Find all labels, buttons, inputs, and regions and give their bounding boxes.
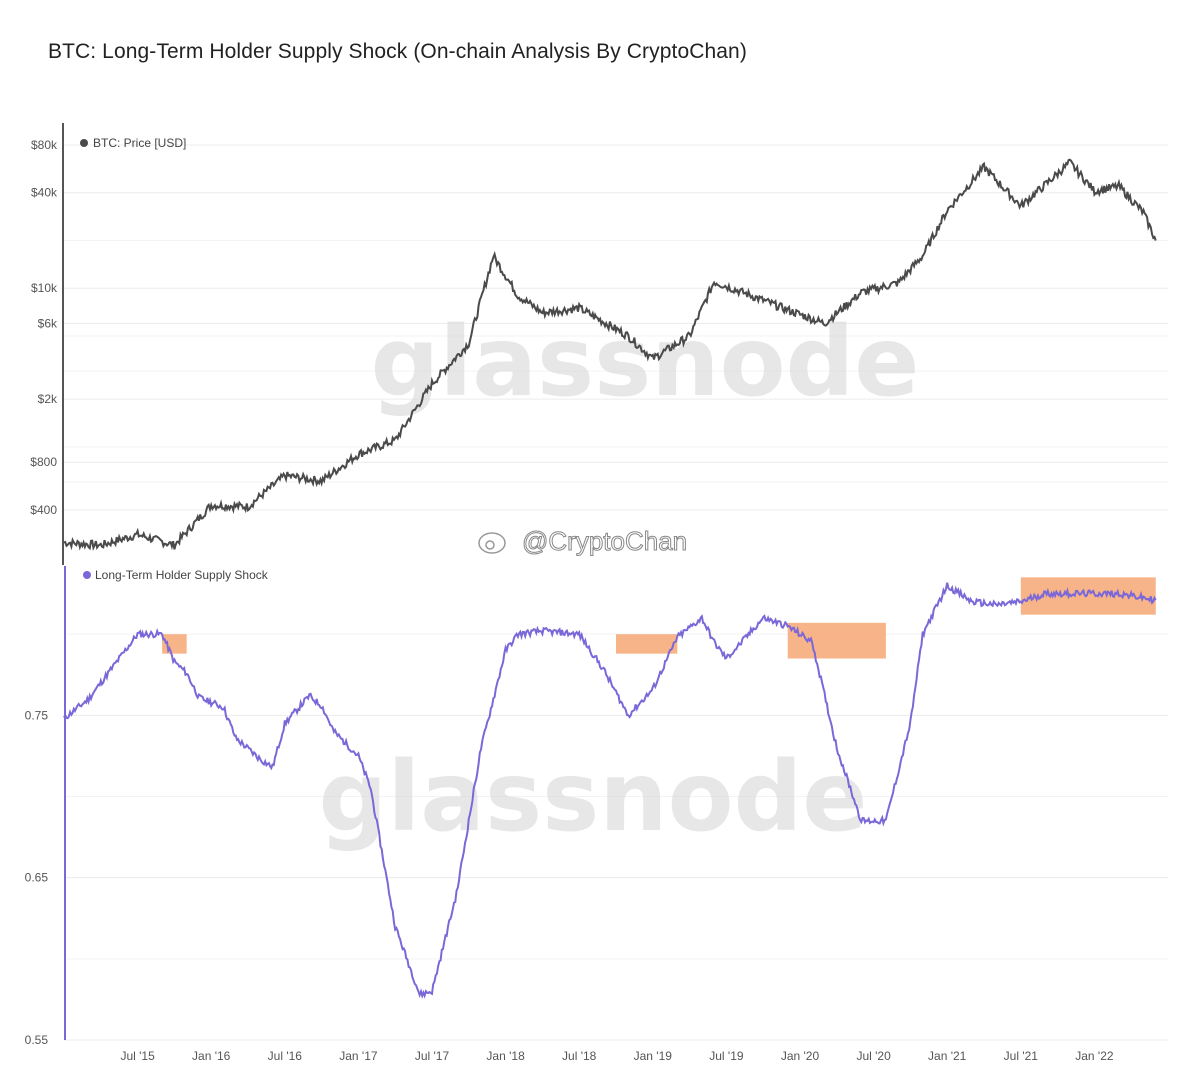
xtick-label: Jan '17 [339, 1049, 378, 1063]
xtick-label: Jan '18 [486, 1049, 525, 1063]
xtick-label: Jan '19 [634, 1049, 673, 1063]
highlight-box [162, 634, 187, 654]
xtick-label: Jan '16 [192, 1049, 231, 1063]
weibo-icon-eye [485, 540, 495, 550]
xtick-label: Jul '17 [415, 1049, 450, 1063]
xtick-label: Jul '21 [1004, 1049, 1039, 1063]
supply-shock-series-line [63, 582, 1157, 1000]
xtick-label: Jan '22 [1075, 1049, 1114, 1063]
ytick-price: $40k [31, 186, 58, 200]
ytick-price: $2k [38, 392, 58, 406]
highlight-box [616, 634, 678, 654]
highlight-box [787, 622, 886, 659]
price-series-line [63, 158, 1157, 551]
xtick-label: Jul '16 [268, 1049, 303, 1063]
xtick-label: Jan '20 [781, 1049, 820, 1063]
legend-marker-shock [83, 571, 91, 579]
ytick-shock: 0.65 [25, 871, 49, 885]
chart-title: BTC: Long-Term Holder Supply Shock (On-c… [48, 40, 747, 63]
ytick-shock: 0.55 [25, 1033, 49, 1047]
weibo-icon [478, 532, 506, 554]
legend-label-price: BTC: Price [USD] [93, 136, 186, 150]
ytick-price: $6k [38, 316, 58, 330]
ytick-shock: 0.75 [25, 708, 49, 722]
xtick-label: Jul '19 [709, 1049, 744, 1063]
xtick-label: Jul '18 [562, 1049, 597, 1063]
xtick-label: Jul '20 [856, 1049, 891, 1063]
xtick-label: Jan '21 [928, 1049, 967, 1063]
legend-marker-price [80, 139, 88, 147]
handle-overlay: @CryptoChan [522, 526, 687, 556]
watermark-bottom: glassnode [319, 741, 868, 853]
ytick-price: $400 [30, 503, 57, 517]
ytick-price: $80k [31, 138, 58, 152]
xtick-label: Jul '15 [120, 1049, 155, 1063]
ytick-price: $10k [31, 281, 58, 295]
legend-label-shock: Long-Term Holder Supply Shock [95, 568, 269, 582]
ytick-price: $800 [30, 455, 57, 469]
